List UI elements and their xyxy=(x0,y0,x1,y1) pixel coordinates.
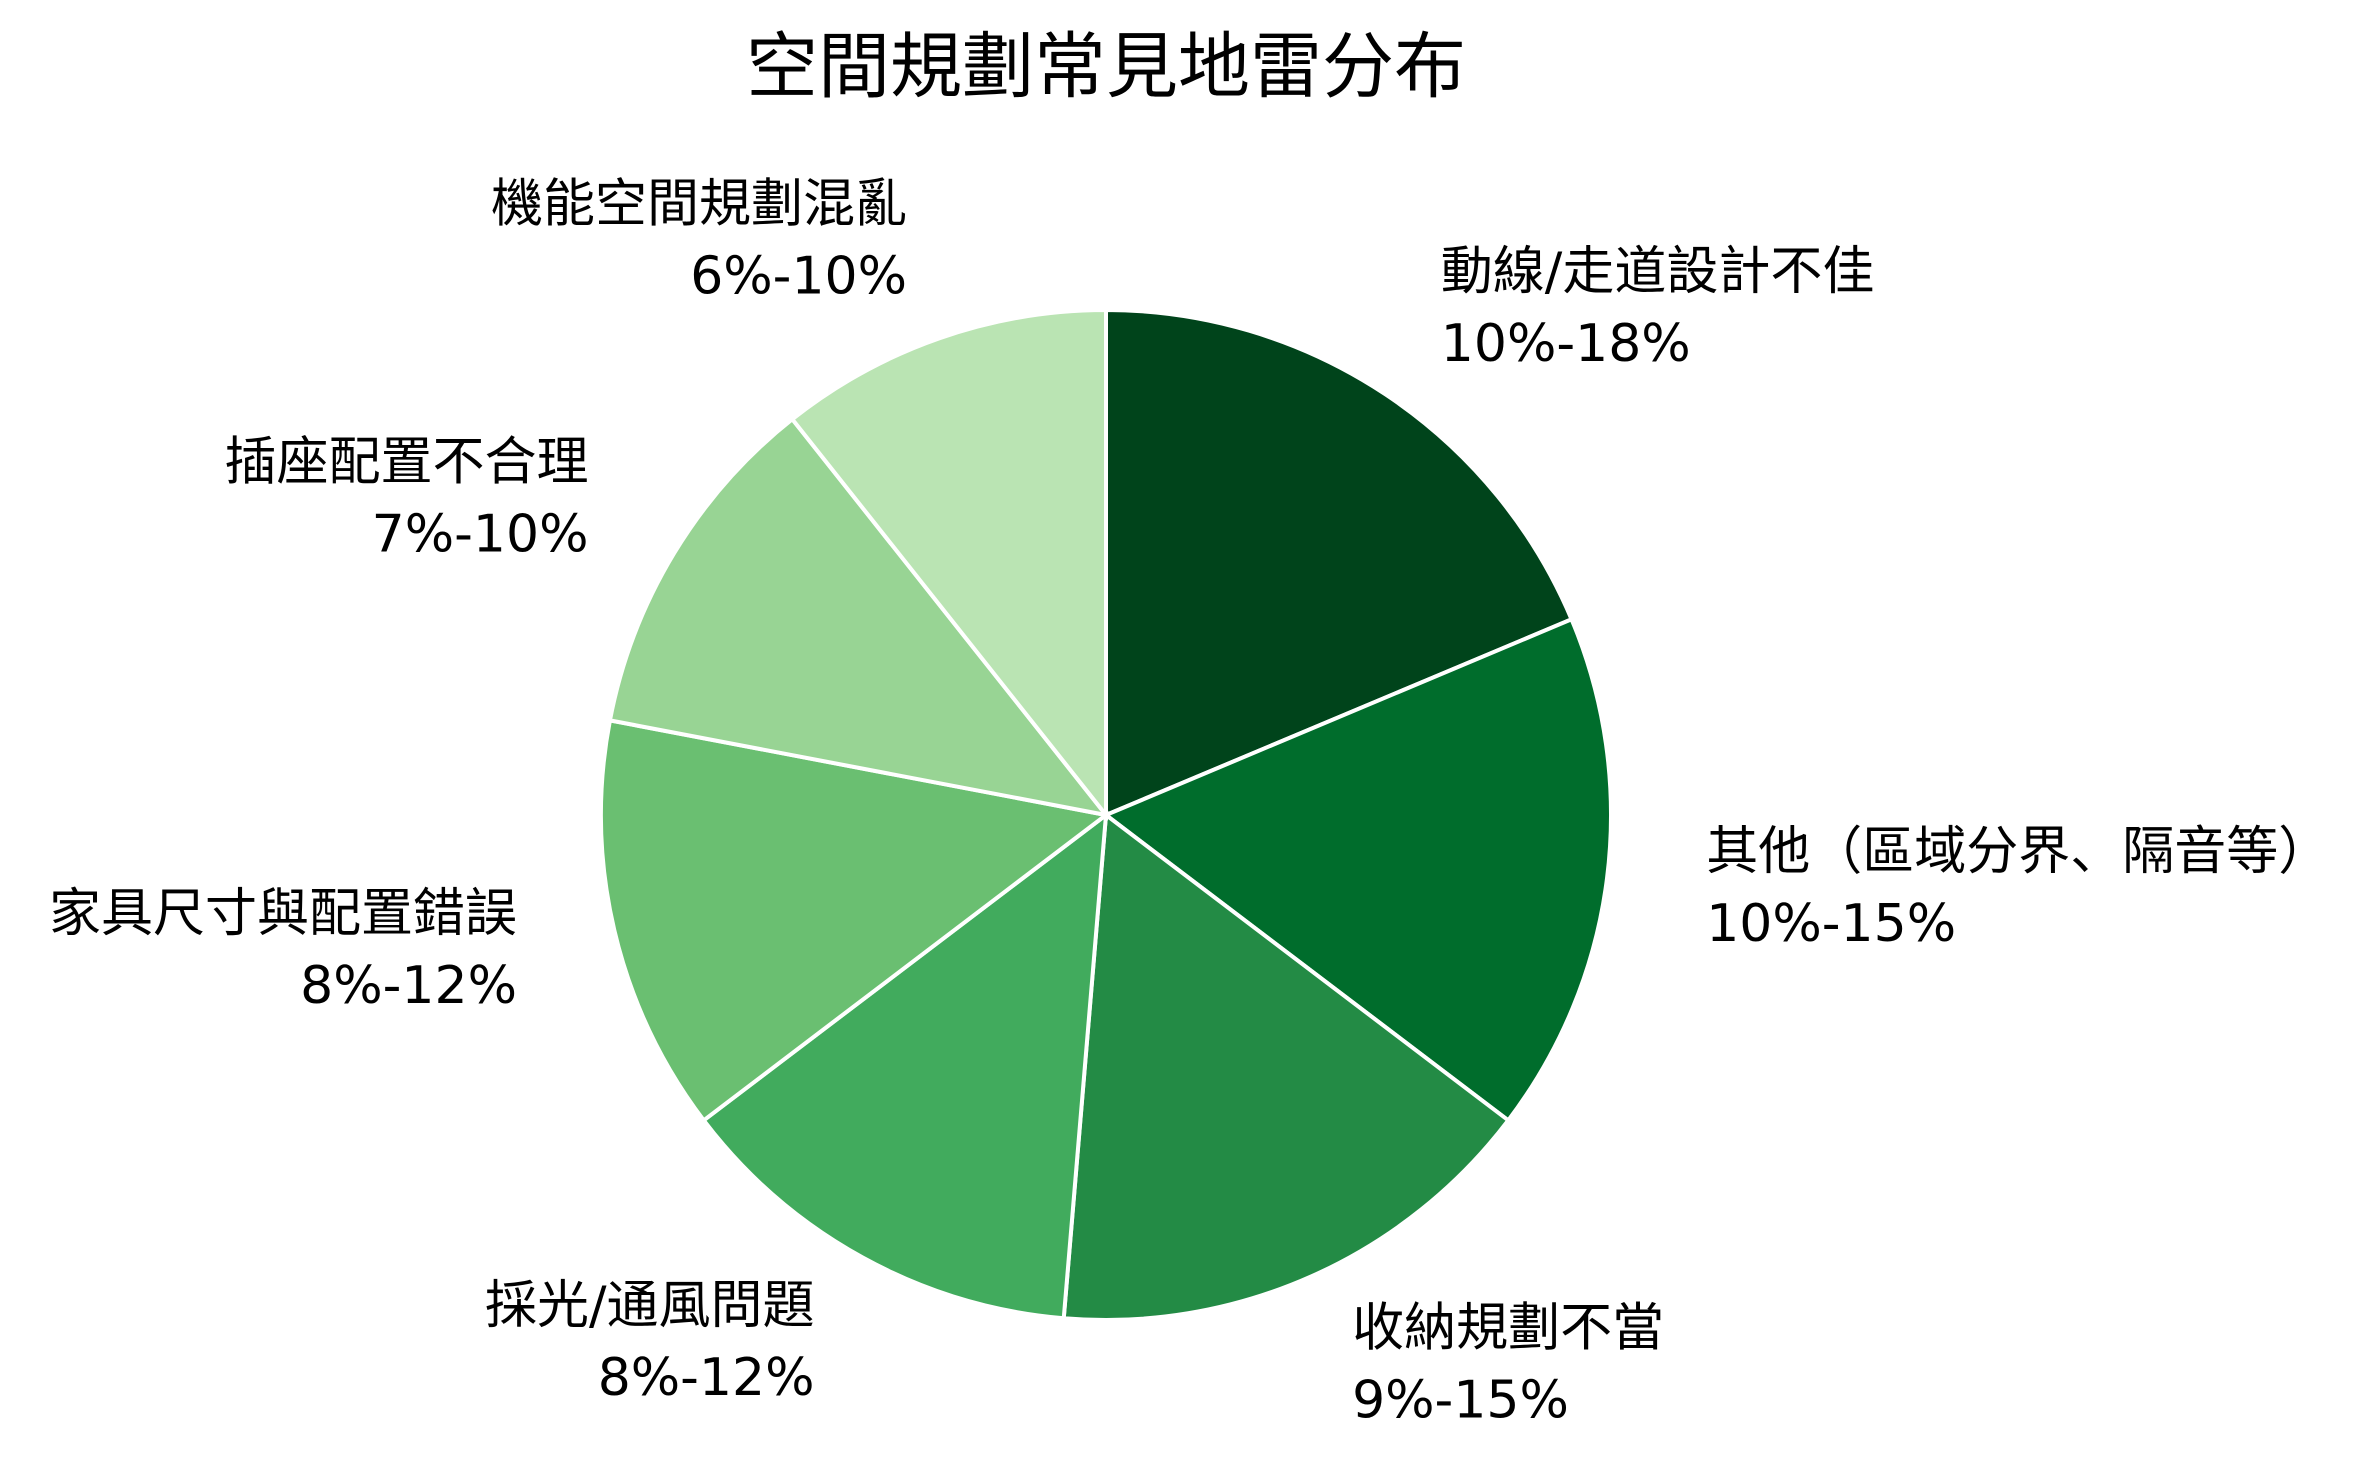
slice-value-label: 9%-15% xyxy=(1352,1371,1569,1431)
slice-label: 其他（區域分界、隔音等） xyxy=(1706,822,2330,882)
slice-label: 插座配置不合理 xyxy=(224,433,588,493)
pie-slice xyxy=(599,718,1111,1124)
slice-value-label: 10%-15% xyxy=(1706,894,1956,954)
slice-label: 機能空間規劃混亂 xyxy=(491,175,907,235)
slice-value-label: 10%-18% xyxy=(1441,314,1691,374)
pie-slice xyxy=(607,416,1111,818)
slice-label: 收納規劃不當 xyxy=(1352,1299,1664,1359)
slice-label: 動線/走道設計不佳 xyxy=(1441,242,1875,302)
slice-value-label: 8%-12% xyxy=(300,956,517,1016)
pie-slice xyxy=(700,810,1109,1321)
slice-label: 採光/通風問題 xyxy=(485,1276,815,1336)
slice-value-label: 7%-10% xyxy=(372,505,589,565)
pie-slice xyxy=(1104,307,1575,819)
pie-slice xyxy=(1061,811,1512,1322)
slice-value-label: 8%-12% xyxy=(598,1348,815,1408)
pie-slice xyxy=(789,307,1108,821)
slice-value-label: 6%-10% xyxy=(690,247,907,307)
slice-label: 家具尺寸與配置錯誤 xyxy=(49,884,517,944)
chart-title: 空間規劃常見地雷分布 xyxy=(746,25,1466,109)
pie-slice xyxy=(1102,616,1613,1124)
